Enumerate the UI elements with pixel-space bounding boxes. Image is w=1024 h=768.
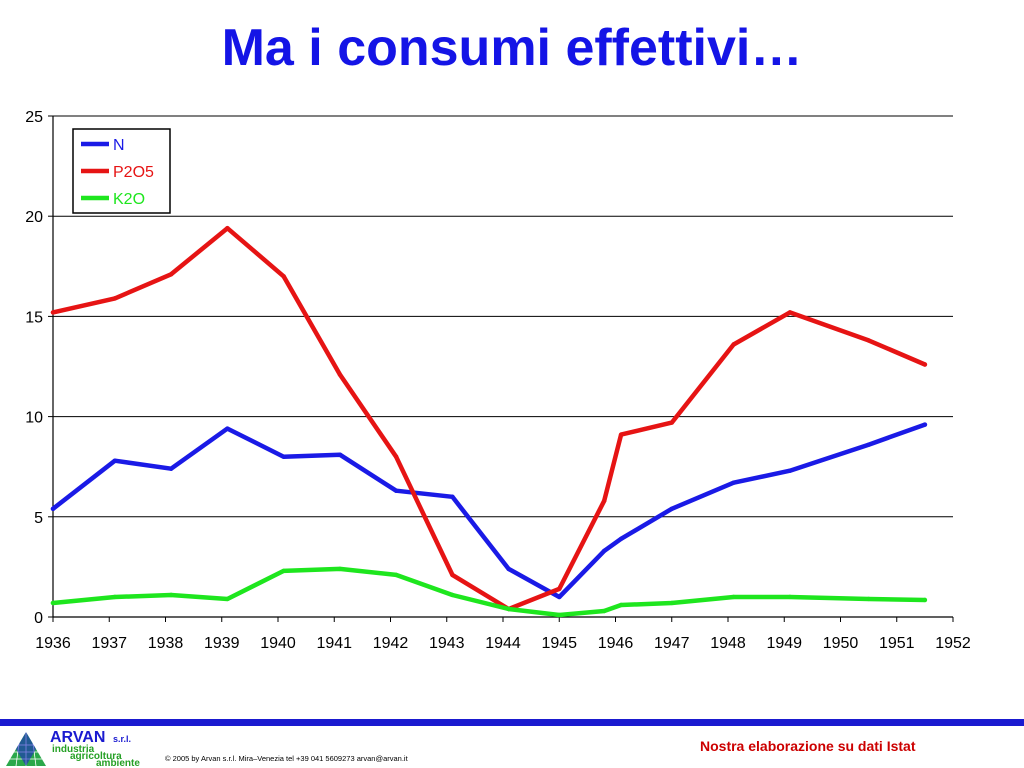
data-point-k2o xyxy=(337,566,343,572)
data-point-n xyxy=(787,468,793,473)
data-point-p2o5 xyxy=(618,432,624,437)
data-point-p2o5 xyxy=(866,338,871,343)
data-point-p2o5 xyxy=(281,274,286,279)
data-point-p2o5 xyxy=(168,272,174,277)
series-line-n xyxy=(50,422,928,600)
x-tick-label: 1938 xyxy=(148,635,184,652)
series-line-k2o xyxy=(50,566,928,618)
data-point-p2o5 xyxy=(337,372,343,377)
data-point-k2o xyxy=(168,592,174,598)
x-tick-label: 1943 xyxy=(429,635,465,652)
data-point-p2o5 xyxy=(557,586,562,592)
data-point-k2o xyxy=(669,600,674,606)
logo-suffix: s.r.l. xyxy=(113,734,132,744)
data-point-n xyxy=(112,458,118,463)
y-tick-label: 20 xyxy=(25,209,43,226)
data-point-n xyxy=(168,466,174,471)
logo-line-industria: industria xyxy=(52,744,95,755)
data-point-n xyxy=(618,536,624,542)
data-point-n xyxy=(506,566,511,572)
data-point-n xyxy=(731,480,736,485)
data-point-p2o5 xyxy=(50,310,56,315)
copyright-text: © 2005 by Arvan s.r.l. Mira–Venezia tel … xyxy=(165,754,408,763)
data-point-k2o xyxy=(393,572,399,578)
x-tick-label: 1936 xyxy=(35,635,71,652)
data-point-k2o xyxy=(922,597,928,603)
data-point-p2o5 xyxy=(112,296,118,301)
data-point-p2o5 xyxy=(787,310,793,315)
legend-label-p2o5: P2O5 xyxy=(113,164,154,181)
x-tick-label: 1945 xyxy=(541,635,577,652)
x-tick-label: 1939 xyxy=(204,635,240,652)
data-point-k2o xyxy=(450,592,455,598)
data-point-k2o xyxy=(225,596,230,602)
x-tick-label: 1951 xyxy=(879,635,915,652)
x-tick-label: 1950 xyxy=(823,635,859,652)
y-tick-label: 0 xyxy=(34,610,43,627)
series-line-p2o5 xyxy=(50,225,928,612)
x-tick-label: 1949 xyxy=(766,635,802,652)
source-note: Nostra elaborazione su dati Istat xyxy=(700,738,916,754)
data-point-p2o5 xyxy=(393,454,399,459)
data-point-p2o5 xyxy=(731,342,736,347)
data-point-n xyxy=(50,506,56,511)
data-point-n xyxy=(337,452,343,457)
y-tick-label: 15 xyxy=(25,309,43,326)
x-tick-label: 1952 xyxy=(935,635,971,652)
logo-line-ambiente: ambiente xyxy=(96,758,140,768)
data-point-n xyxy=(922,422,928,427)
data-point-n xyxy=(281,454,286,459)
arvan-logo-icon xyxy=(6,732,46,767)
data-point-k2o xyxy=(506,606,511,612)
x-tick-label: 1946 xyxy=(598,635,634,652)
x-tick-label: 1947 xyxy=(654,635,690,652)
data-point-k2o xyxy=(602,608,607,614)
data-point-n xyxy=(557,594,562,600)
x-tick-label: 1941 xyxy=(316,635,352,652)
data-point-p2o5 xyxy=(922,362,928,367)
logo-line-agricoltura: agricoltura xyxy=(70,751,122,762)
data-point-p2o5 xyxy=(450,572,455,578)
x-tick-label: 1942 xyxy=(373,635,409,652)
legend-label-k2o: K2O xyxy=(113,191,145,208)
data-point-k2o xyxy=(112,594,118,600)
data-point-k2o xyxy=(787,594,793,600)
data-point-k2o xyxy=(281,568,286,574)
x-tick-label: 1937 xyxy=(91,635,127,652)
y-tick-label: 5 xyxy=(34,510,43,527)
data-point-n xyxy=(393,488,399,493)
data-point-k2o xyxy=(557,612,562,618)
data-point-k2o xyxy=(731,594,736,600)
line-chart: 0 5 10 15 20 25 1936 1937 1938 1939 1940 1941 1942 19… xyxy=(25,109,971,652)
data-point-p2o5 xyxy=(225,226,230,231)
data-point-n xyxy=(669,506,674,511)
data-point-p2o5 xyxy=(602,498,607,503)
data-point-n xyxy=(450,494,455,499)
y-tick-label: 10 xyxy=(25,410,43,427)
data-point-p2o5 xyxy=(669,420,674,425)
slide-title: Ma i consumi effettivi… xyxy=(221,19,803,77)
data-point-n xyxy=(602,548,607,554)
x-tick-label: 1944 xyxy=(485,635,521,652)
data-point-k2o xyxy=(50,600,56,606)
x-tick-label: 1948 xyxy=(710,635,746,652)
legend-label-n: N xyxy=(113,137,125,154)
y-tick-label: 25 xyxy=(25,109,43,126)
footer-rule xyxy=(0,719,1024,726)
data-point-n xyxy=(866,442,871,447)
x-tick-label: 1940 xyxy=(260,635,296,652)
data-point-k2o xyxy=(618,602,624,608)
data-point-n xyxy=(225,426,230,431)
data-point-k2o xyxy=(866,596,871,602)
logo-name: ARVAN xyxy=(50,729,106,746)
